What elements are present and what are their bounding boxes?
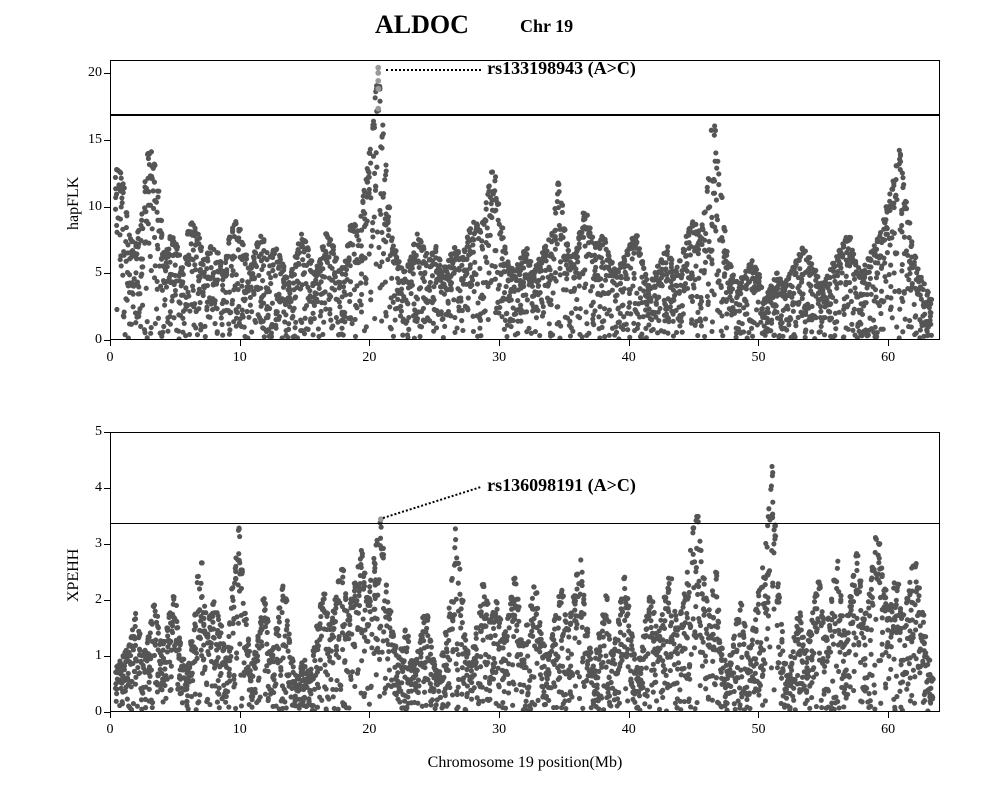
tick-mark-x [369,712,370,718]
tick-mark-x [499,340,500,346]
tick-mark-x [110,340,111,346]
tick-mark-y [104,432,110,433]
sub-title: Chr 19 [520,16,573,37]
main-title: ALDOC [375,10,469,40]
tick-mark-y [104,600,110,601]
tick-mark-x [758,712,759,718]
tick-mark-x [110,712,111,718]
tick-label-x: 0 [107,722,114,738]
tick-label-y: 3 [80,536,102,552]
tick-mark-x [629,340,630,346]
leader-line-top [386,69,481,71]
tick-label-x: 40 [622,350,636,366]
tick-label-x: 60 [881,350,895,366]
tick-label-y: 0 [80,332,102,348]
tick-mark-y [104,544,110,545]
tick-label-x: 20 [362,722,376,738]
tick-mark-x [240,712,241,718]
tick-mark-x [758,340,759,346]
tick-mark-x [499,712,500,718]
annotation-top: rs133198943 (A>C) [487,58,636,79]
figure-container: ALDOC Chr 19 rs133198943 (A>C) hapFLK rs… [45,10,965,798]
scatter-hapflk [111,61,939,339]
tick-label-y: 0 [80,704,102,720]
tick-mark-y [104,488,110,489]
tick-label-y: 5 [80,265,102,281]
tick-label-x: 20 [362,350,376,366]
tick-label-y: 15 [80,132,102,148]
tick-label-y: 1 [80,648,102,664]
tick-label-y: 20 [80,65,102,81]
tick-mark-y [104,140,110,141]
threshold-line-top [111,114,939,116]
tick-label-y: 5 [80,424,102,440]
panel-xpehh: rs136098191 (A>C) [110,432,940,712]
tick-mark-x [888,340,889,346]
tick-mark-y [104,656,110,657]
annotation-bottom: rs136098191 (A>C) [487,475,636,496]
tick-mark-y [104,273,110,274]
threshold-line-bottom [111,523,939,525]
tick-label-x: 40 [622,722,636,738]
tick-mark-y [104,207,110,208]
tick-label-x: 50 [751,350,765,366]
tick-label-y: 4 [80,480,102,496]
tick-label-x: 30 [492,722,506,738]
xlabel: Chromosome 19 position(Mb) [110,754,940,772]
tick-label-x: 30 [492,350,506,366]
tick-mark-x [888,712,889,718]
tick-label-x: 10 [233,350,247,366]
tick-mark-x [369,340,370,346]
tick-label-y: 10 [80,199,102,215]
tick-mark-x [629,712,630,718]
tick-label-x: 0 [107,350,114,366]
tick-label-x: 10 [233,722,247,738]
panel-hapflk: rs133198943 (A>C) [110,60,940,340]
tick-label-y: 2 [80,592,102,608]
tick-mark-y [104,73,110,74]
tick-label-x: 60 [881,722,895,738]
tick-mark-x [240,340,241,346]
tick-label-x: 50 [751,722,765,738]
